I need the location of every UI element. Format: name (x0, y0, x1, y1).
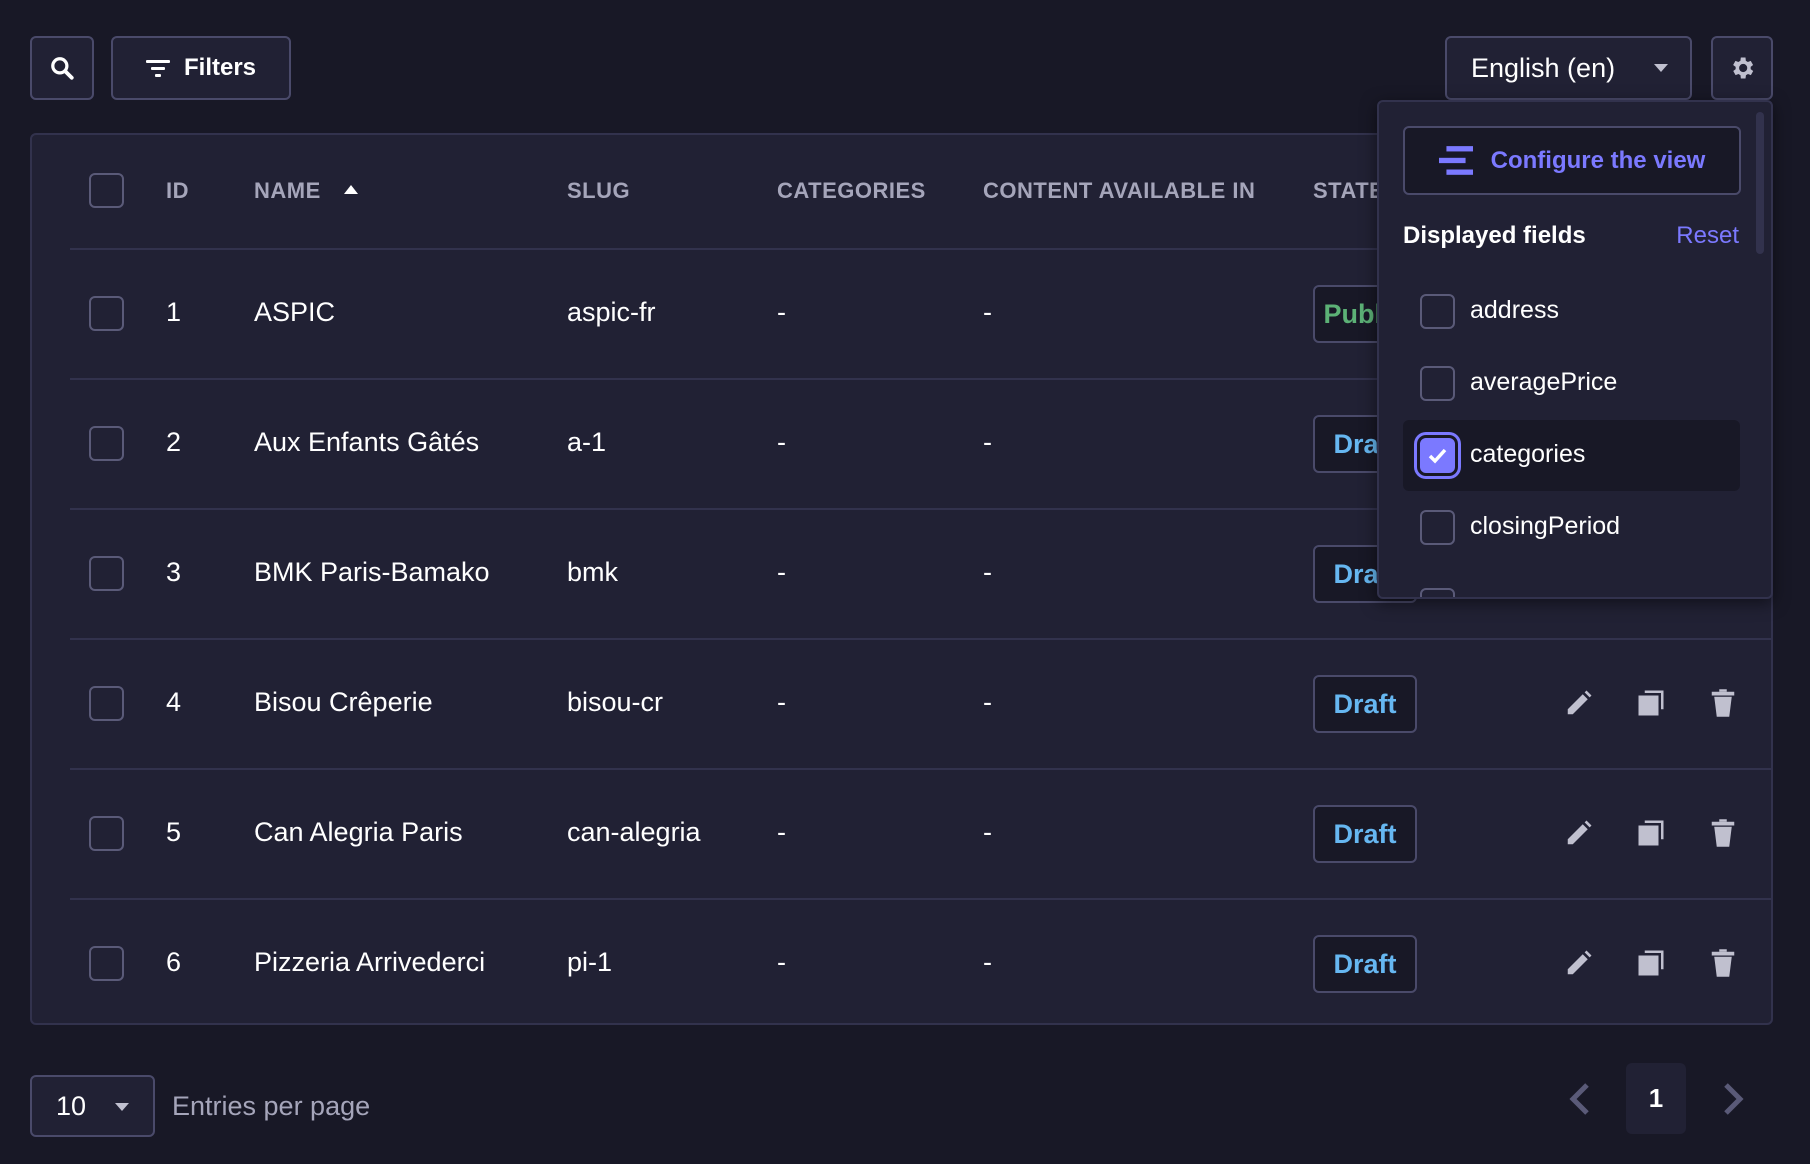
cell-id: 2 (166, 427, 182, 457)
cell-name: Aux Enfants Gâtés (254, 427, 480, 457)
trash-icon[interactable] (1708, 818, 1738, 848)
cell-id: 5 (166, 817, 182, 847)
edit-icon[interactable] (1564, 688, 1594, 718)
configure-view-popover: Configure the view Displayed fields Rese… (1377, 100, 1773, 599)
cell-categories: - (777, 687, 786, 717)
status-badge: Draft (1313, 935, 1417, 993)
cell-id: 3 (166, 557, 182, 587)
sort-ascending-icon[interactable] (344, 185, 358, 194)
field-item[interactable]: categories (1403, 420, 1740, 491)
duplicate-icon[interactable] (1636, 688, 1666, 718)
cell-content-available-in: - (983, 817, 992, 847)
search-button[interactable] (30, 36, 94, 100)
settings-button[interactable] (1711, 36, 1773, 100)
locale-select[interactable]: English (en) (1445, 36, 1692, 100)
edit-icon[interactable] (1564, 948, 1594, 978)
cell-slug: a-1 (567, 427, 607, 457)
status-badge: Draft (1313, 805, 1417, 863)
cell-name: BMK Paris-Bamako (254, 557, 490, 587)
row-checkbox[interactable] (89, 556, 124, 591)
next-page-icon[interactable] (1722, 1082, 1746, 1116)
table-header: ID NAME SLUG CATEGORIES CONTENT AVAILABL… (32, 135, 1771, 248)
cell-content-available-in: - (983, 427, 992, 457)
field-item[interactable]: address (1403, 276, 1740, 347)
displayed-fields-label: Displayed fields (1403, 222, 1586, 249)
search-icon (51, 57, 74, 80)
cell-name: Pizzeria Arrivederci (254, 947, 486, 977)
header-slug[interactable]: SLUG (567, 178, 631, 203)
cell-slug: aspic-fr (567, 297, 656, 327)
previous-page-icon[interactable] (1567, 1082, 1591, 1116)
cell-slug: bmk (567, 557, 619, 587)
field-label: averagePrice (1470, 368, 1618, 396)
cell-id: 1 (166, 297, 182, 327)
trash-icon[interactable] (1708, 948, 1738, 978)
page-size-select[interactable]: 10 (30, 1075, 155, 1137)
header-name[interactable]: NAME (254, 178, 321, 203)
cell-content-available-in: - (983, 687, 992, 717)
cell-name: Bisou Crêperie (254, 687, 433, 717)
table-row[interactable]: 6 Pizzeria Arrivederci pi-1 - - Draft (70, 898, 1773, 1028)
field-item[interactable]: averagePrice (1403, 348, 1740, 419)
cell-slug: bisou-cr (567, 687, 664, 717)
field-item-partial[interactable] (1403, 570, 1740, 597)
chevron-down-icon (115, 1103, 129, 1111)
row-checkbox[interactable] (89, 946, 124, 981)
cell-categories: - (777, 557, 786, 587)
cell-id: 4 (166, 687, 182, 717)
layout-icon (1438, 145, 1473, 175)
chevron-down-icon (1654, 64, 1668, 72)
field-label: address (1470, 296, 1559, 324)
popover-scrollbar[interactable] (1756, 112, 1764, 254)
reset-link[interactable]: Reset (1676, 222, 1739, 249)
header-categories: CATEGORIES (777, 178, 926, 203)
cell-content-available-in: - (983, 297, 992, 327)
trash-icon[interactable] (1708, 688, 1738, 718)
header-id[interactable]: ID (166, 178, 189, 203)
field-checkbox[interactable] (1420, 510, 1455, 545)
cell-name: Can Alegria Paris (254, 817, 463, 847)
table-row[interactable]: 5 Can Alegria Paris can-alegria - - Draf… (70, 768, 1773, 898)
row-checkbox[interactable] (89, 686, 124, 721)
field-item[interactable]: closingPeriod (1403, 492, 1740, 563)
gear-icon (1733, 57, 1754, 79)
cell-categories: - (777, 427, 786, 457)
select-all-checkbox[interactable] (89, 173, 124, 208)
checkmark-icon (1428, 448, 1447, 464)
filters-button[interactable]: Filters (111, 36, 291, 100)
configure-view-button[interactable]: Configure the view (1403, 126, 1741, 195)
field-label: categories (1470, 440, 1586, 468)
row-checkbox[interactable] (89, 296, 124, 331)
field-label: closingPeriod (1470, 512, 1621, 540)
cell-slug: pi-1 (567, 947, 613, 977)
edit-icon[interactable] (1564, 818, 1594, 848)
cell-categories: - (777, 817, 786, 847)
locale-value: English (en) (1471, 52, 1616, 83)
field-checkbox[interactable] (1420, 366, 1455, 401)
cell-categories: - (777, 947, 786, 977)
row-checkbox[interactable] (89, 816, 124, 851)
cell-name: ASPIC (254, 297, 336, 327)
cell-slug: can-alegria (567, 817, 701, 847)
cell-categories: - (777, 297, 786, 327)
filters-label: Filters (183, 54, 257, 81)
cell-content-available-in: - (983, 947, 992, 977)
page-1-button[interactable]: 1 (1626, 1063, 1686, 1134)
table-row[interactable]: 4 Bisou Crêperie bisou-cr - - Draft (70, 638, 1773, 768)
header-content-available-in: CONTENT AVAILABLE IN (983, 178, 1256, 203)
duplicate-icon[interactable] (1636, 948, 1666, 978)
entries-per-page-label: Entries per page (172, 1091, 371, 1121)
header-state: STATE (1313, 178, 1385, 203)
row-checkbox[interactable] (89, 426, 124, 461)
field-checkbox[interactable] (1420, 438, 1455, 473)
cell-id: 6 (166, 947, 182, 977)
field-checkbox[interactable] (1420, 294, 1455, 329)
page-size-value: 10 (56, 1090, 87, 1121)
status-badge: Draft (1313, 675, 1417, 733)
cell-content-available-in: - (983, 557, 992, 587)
duplicate-icon[interactable] (1636, 818, 1666, 848)
configure-view-label: Configure the view (1490, 146, 1706, 174)
filter-icon (145, 60, 170, 77)
